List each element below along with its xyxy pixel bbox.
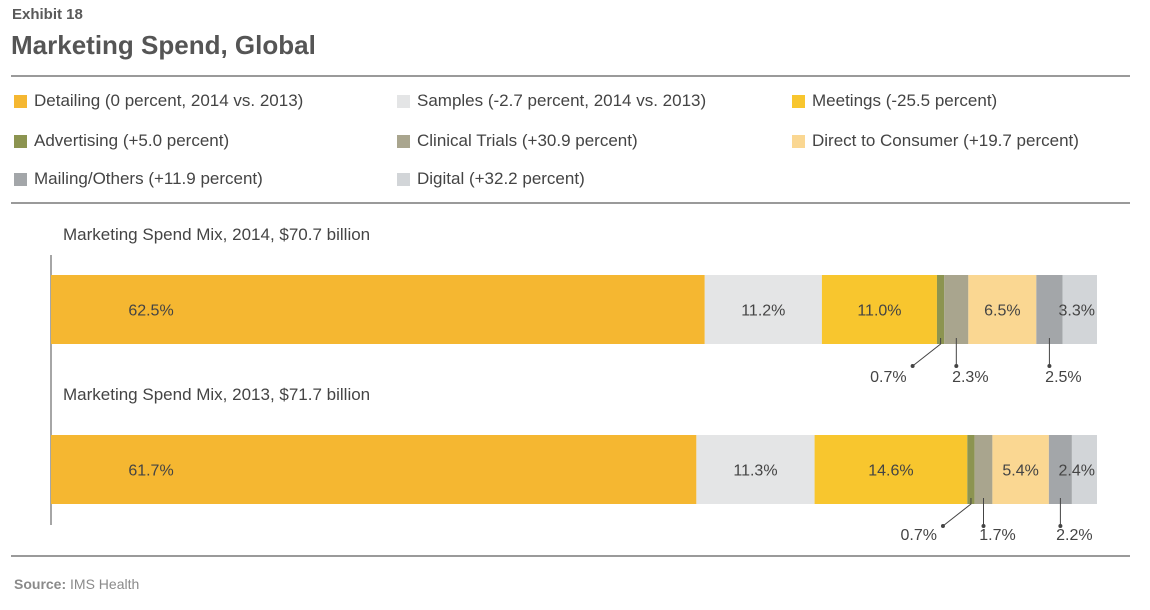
- stacked-bar-chart: Marketing Spend Mix, 2014, $70.7 billion…: [50, 225, 1097, 544]
- legend-label-meetings: Meetings (-25.5 percent): [812, 91, 998, 110]
- bar-segment-clinical-trials-2014: [944, 275, 969, 344]
- leader-line-advertising-2013: [942, 498, 972, 527]
- legend-label-samples: Samples (-2.7 percent, 2014 vs. 2013): [417, 91, 707, 110]
- leader-dot-mailing-others-2014: [1047, 364, 1052, 368]
- data-label-direct-to-consumer-2013: 5.4%: [1002, 463, 1038, 480]
- legend-swatch-direct-to-consumer: [792, 134, 805, 148]
- data-label-detailing-2014: 62.5%: [128, 303, 173, 320]
- leader-dot-advertising-2013: [940, 524, 945, 528]
- leader-dot-advertising-2014: [910, 364, 915, 368]
- legend-item-direct-to-consumer: Direct to Consumer (+19.7 percent): [792, 131, 1079, 151]
- bar-segment-advertising-2014: [936, 275, 945, 344]
- legend-label-mailing-others: Mailing/Others (+11.9 percent): [34, 169, 263, 188]
- legend-item-digital: Digital (+32.2 percent): [397, 169, 585, 189]
- data-label-mailing-others-2013: 2.2%: [1056, 527, 1092, 544]
- legend-item-mailing-others: Mailing/Others (+11.9 percent): [14, 169, 263, 189]
- bar-segment-advertising-2013: [967, 435, 975, 504]
- legend-item-detailing: Detailing (0 percent, 2014 vs. 2013): [14, 91, 303, 111]
- data-label-mailing-others-2014: 2.5%: [1045, 369, 1081, 386]
- legend-swatch-meetings: [792, 94, 805, 108]
- legend-divider: [11, 202, 1130, 204]
- legend-swatch-detailing: [14, 94, 27, 108]
- bar-segment-meetings-2013: [814, 435, 968, 504]
- legend-label-direct-to-consumer: Direct to Consumer (+19.7 percent): [812, 131, 1079, 150]
- bar-segment-detailing-2013: [51, 435, 697, 504]
- data-label-samples-2013: 11.3%: [733, 463, 777, 480]
- data-label-clinical-trials-2013: 1.7%: [979, 527, 1015, 544]
- source-note: Source: IMS Health: [14, 576, 139, 592]
- bar-segment-direct-to-consumer-2013: [992, 435, 1049, 504]
- data-label-clinical-trials-2014: 2.3%: [952, 369, 988, 386]
- source-text: IMS Health: [70, 576, 140, 592]
- bar-title-2013: Marketing Spend Mix, 2013, $71.7 billion: [63, 385, 370, 404]
- exhibit-label: Exhibit 18: [12, 6, 83, 23]
- data-label-advertising-2014: 0.7%: [870, 369, 906, 386]
- bar-segment-digital-2013: [1071, 435, 1097, 504]
- legend-item-samples: Samples (-2.7 percent, 2014 vs. 2013): [397, 91, 706, 111]
- bottom-divider: [11, 555, 1130, 557]
- bar-segment-digital-2014: [1062, 275, 1097, 344]
- bar-segment-detailing-2014: [51, 275, 705, 344]
- leader-dot-mailing-others-2013: [1058, 524, 1063, 528]
- legend-swatch-clinical-trials: [397, 134, 410, 148]
- legend-swatch-digital: [397, 172, 410, 186]
- chart-title: Marketing Spend, Global: [11, 30, 316, 60]
- bar-segment-meetings-2014: [821, 275, 937, 344]
- legend-label-digital: Digital (+32.2 percent): [417, 169, 585, 188]
- data-label-digital-2014: 3.3%: [1059, 303, 1095, 320]
- data-label-meetings-2014: 11.0%: [857, 303, 901, 320]
- data-label-digital-2013: 2.4%: [1059, 463, 1095, 480]
- legend-swatch-mailing-others: [14, 172, 27, 186]
- legend-swatch-advertising: [14, 134, 27, 148]
- bar-segment-mailing-others-2013: [1048, 435, 1072, 504]
- data-label-direct-to-consumer-2014: 6.5%: [984, 303, 1020, 320]
- legend-item-advertising: Advertising (+5.0 percent): [14, 131, 229, 151]
- bar-segment-mailing-others-2014: [1036, 275, 1063, 344]
- leader-dot-clinical-trials-2013: [981, 524, 986, 528]
- bar-segment-samples-2014: [704, 275, 822, 344]
- legend-item-meetings: Meetings (-25.5 percent): [792, 91, 997, 111]
- top-divider: [11, 75, 1130, 77]
- leader-dot-clinical-trials-2014: [954, 364, 959, 368]
- bar-segment-samples-2013: [696, 435, 815, 504]
- legend-item-clinical-trials: Clinical Trials (+30.9 percent): [397, 131, 638, 151]
- leader-line-advertising-2014: [912, 338, 942, 367]
- legend-swatch-samples: [397, 94, 410, 108]
- source-label: Source:: [14, 576, 67, 592]
- bar-title-2014: Marketing Spend Mix, 2014, $70.7 billion: [63, 225, 370, 244]
- data-label-detailing-2013: 61.7%: [128, 463, 173, 480]
- data-label-samples-2014: 11.2%: [741, 303, 785, 320]
- legend-label-advertising: Advertising (+5.0 percent): [34, 131, 230, 150]
- data-label-advertising-2013: 0.7%: [900, 527, 936, 544]
- bar-segment-direct-to-consumer-2014: [968, 275, 1037, 344]
- legend-label-detailing: Detailing (0 percent, 2014 vs. 2013): [34, 91, 304, 110]
- bar-segment-clinical-trials-2013: [974, 435, 993, 504]
- legend-label-clinical-trials: Clinical Trials (+30.9 percent): [417, 131, 638, 150]
- data-label-meetings-2013: 14.6%: [868, 463, 913, 480]
